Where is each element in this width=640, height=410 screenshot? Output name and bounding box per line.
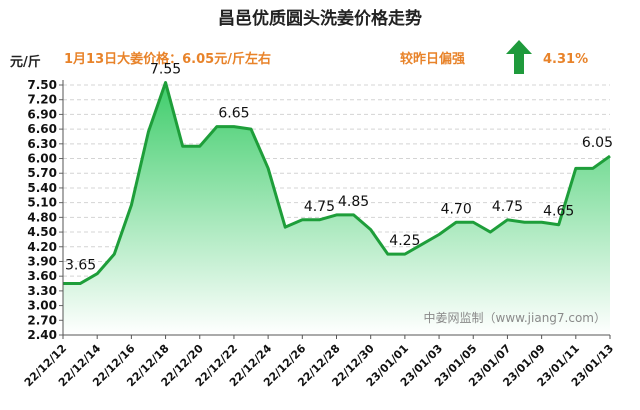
y-tick-label: 4.50: [27, 225, 57, 239]
up-arrow-icon: [506, 40, 532, 74]
data-label: 4.75: [492, 199, 523, 215]
x-axis-ticks: 22/12/1222/12/1422/12/1622/12/1822/12/20…: [22, 335, 616, 389]
data-label: 6.05: [582, 135, 613, 151]
price-line: [63, 81, 611, 286]
y-tick-label: 2.70: [27, 313, 57, 327]
data-label: 6.65: [218, 106, 249, 122]
y-tick-label: 5.10: [27, 196, 57, 210]
y-tick-label: 3.30: [27, 284, 57, 298]
y-tick-label: 6.30: [27, 137, 57, 151]
unit-label: 元/斤: [10, 54, 41, 70]
y-tick-label: 7.20: [27, 93, 57, 107]
y-tick-label: 3.60: [27, 269, 57, 283]
change-value: 4.31%: [543, 52, 588, 67]
watermark: 中姜网监制（www.jiang7.com）: [424, 310, 606, 325]
y-tick-label: 2.40: [27, 328, 57, 342]
data-label: 3.65: [65, 258, 96, 274]
y-tick-label: 6.00: [27, 152, 57, 166]
data-label: 4.70: [441, 201, 472, 217]
price-area: [63, 82, 610, 335]
data-label: 4.75: [304, 199, 335, 215]
y-tick-label: 6.60: [27, 122, 57, 136]
price-headline: 1月13日大姜价格：6.05元/斤左右: [64, 51, 271, 67]
y-tick-label: 7.50: [27, 78, 57, 92]
data-label: 4.65: [543, 204, 574, 220]
y-tick-label: 6.90: [27, 107, 57, 121]
data-label: 7.55: [150, 62, 181, 78]
change-label: 较昨日偏强: [400, 51, 465, 67]
y-tick-label: 3.00: [27, 299, 57, 313]
chart-title: 昌邑优质圆头洗姜价格走势: [218, 8, 422, 29]
data-labels: 3.657.556.654.75 4.854.254.70 4.75 4.656.05: [65, 62, 613, 274]
data-label: 4.85: [338, 194, 369, 210]
data-label: 4.25: [389, 233, 420, 249]
y-tick-label: 3.90: [27, 254, 57, 268]
y-tick-label: 5.40: [27, 181, 57, 195]
y-tick-label: 4.80: [27, 210, 57, 224]
y-axis-ticks: 2.402.703.003.303.603.904.204.504.805.10…: [27, 78, 63, 342]
y-tick-label: 5.70: [27, 166, 57, 180]
y-tick-label: 4.20: [27, 240, 57, 254]
